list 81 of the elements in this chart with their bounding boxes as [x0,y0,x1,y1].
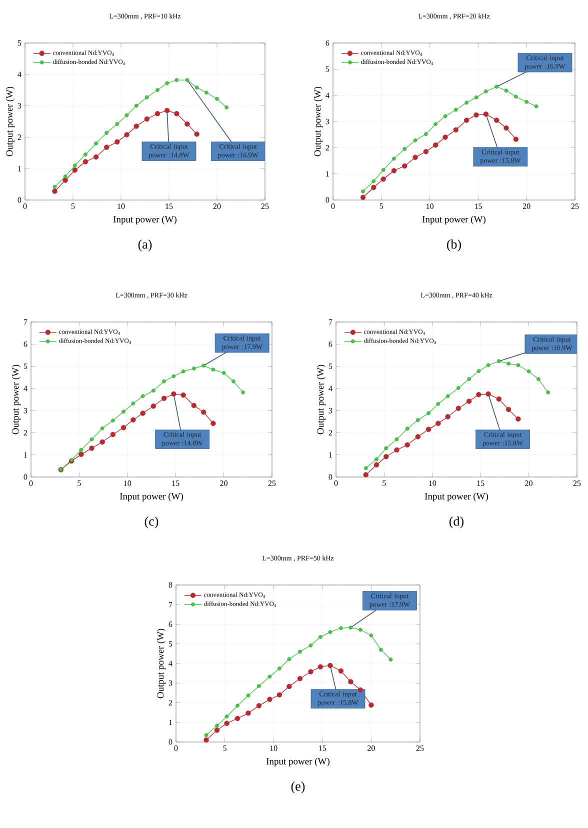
x-tick-label: 15 [319,746,326,751]
y-tick-label: 4 [24,386,28,392]
y-tick-label: 2 [168,700,172,706]
y-tick-label: 2 [326,145,330,150]
y-tick-label: 0 [326,197,330,203]
y-tick-label: 6 [328,341,332,347]
y-tick-label: 6 [168,622,172,627]
x-axis-title: Input power (W) [120,492,183,502]
y-tick-label: 5 [326,66,330,72]
y-tick-label: 4 [328,386,332,392]
y-tick-label: 1 [18,166,21,172]
x-axis-title: Input power (W) [424,492,488,502]
y-axis-title: Output power (W) [12,364,21,434]
y-tick-label: 2 [18,134,22,140]
y-tick-label: 7 [24,319,28,325]
y-tick-label: 4 [326,92,330,98]
y-axis-title: Output power (W) [6,86,15,156]
y-axis-title: Output power (W) [314,86,323,156]
x-tick-label: 25 [573,480,581,486]
y-tick-label: 0 [168,739,172,745]
y-axis-title: Output power (W) [156,628,166,698]
x-tick-label: 5 [382,480,386,486]
y-tick-label: 3 [24,408,28,414]
x-tick-label: 0 [334,480,338,486]
y-tick-label: 7 [169,602,172,608]
x-tick-label: 20 [220,480,228,486]
text: (b) [446,240,462,252]
x-tick-label: 25 [571,204,579,209]
x-tick-label: 20 [525,480,532,486]
x-tick-label: 5 [71,204,75,209]
x-tick-label: 20 [368,746,375,751]
x-tick-label: 15 [166,204,173,209]
x-axis-title: Input power (W) [113,216,176,224]
x-tick-label: 0 [174,746,178,751]
y-tick-label: 6 [326,40,330,46]
y-tick-label: 1 [329,452,332,458]
x-tick-label: 15 [477,480,484,486]
x-tick-label: 20 [213,204,221,209]
x-tick-label: 20 [522,204,530,209]
y-tick-label: 5 [18,40,22,46]
x-tick-label: 5 [223,746,226,751]
y-tick-label: 3 [18,103,22,108]
y-tick-label: 4 [168,660,172,666]
y-tick-label: 3 [168,680,172,686]
y-tick-label: 7 [328,319,332,325]
x-axis-title: Input power (W) [266,758,330,766]
text: (e) [291,782,305,794]
y-tick-label: 4 [18,72,22,78]
text: (c) [144,516,158,528]
y-tick-label: 5 [24,364,28,369]
y-tick-label: 1 [169,720,172,726]
x-tick-label: 10 [270,746,278,751]
y-tick-label: 8 [168,582,172,588]
x-tick-label: 15 [172,480,180,486]
x-tick-label: 15 [474,204,482,209]
y-axis-title: Output power (W) [316,364,326,434]
y-tick-label: 5 [168,641,172,647]
x-tick-label: 25 [268,480,276,486]
x-tick-label: 10 [124,480,132,486]
x-tick-label: 0 [29,480,33,486]
y-tick-label: 5 [328,364,332,369]
y-tick-label: 0 [328,474,332,480]
x-tick-label: 10 [429,480,436,486]
x-tick-label: 25 [261,204,269,209]
x-tick-label: 10 [118,204,125,209]
y-tick-label: 2 [24,430,28,436]
y-tick-label: 6 [24,341,28,347]
y-tick-label: 3 [326,118,330,124]
text: (a) [138,240,152,252]
x-tick-label: 10 [426,204,434,209]
y-tick-label: 1 [24,452,27,458]
y-tick-label: 1 [326,171,329,176]
x-tick-label: 5 [380,204,384,209]
text: (d) [449,516,464,528]
y-tick-label: 2 [328,430,332,436]
y-tick-label: 0 [18,197,22,203]
y-tick-label: 3 [328,408,332,414]
x-tick-label: 5 [78,480,81,486]
x-axis-title: Input power (W) [422,216,486,224]
x-tick-label: 25 [416,746,424,751]
y-tick-label: 0 [24,474,28,480]
